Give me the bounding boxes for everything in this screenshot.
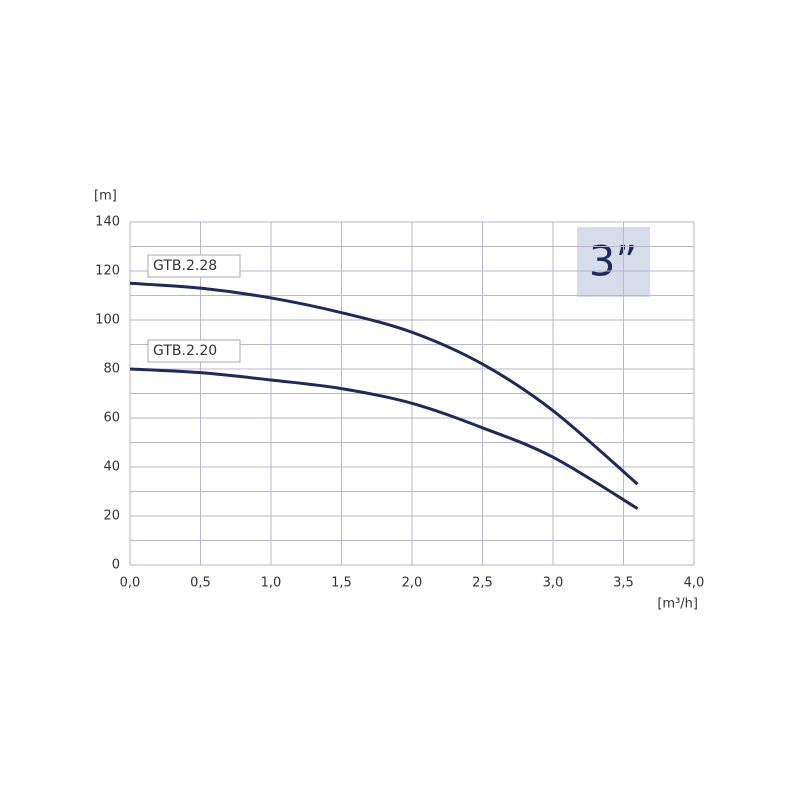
y-tick-label: 120 bbox=[95, 264, 120, 279]
series-label: GTB.2.28 bbox=[153, 258, 217, 274]
annotation-box bbox=[577, 227, 650, 297]
y-tick-label: 40 bbox=[103, 460, 120, 475]
x-tick-label: 3,5 bbox=[613, 576, 634, 591]
y-tick-label: 80 bbox=[103, 362, 120, 377]
x-tick-label: 3,0 bbox=[543, 576, 564, 591]
series-label: GTB.2.20 bbox=[153, 343, 217, 359]
x-tick-label: 0,5 bbox=[190, 576, 211, 591]
series-label-box bbox=[147, 339, 241, 363]
series-line bbox=[129, 281, 639, 486]
series-line bbox=[129, 367, 639, 510]
x-tick-label: 2,0 bbox=[402, 576, 423, 591]
x-tick-label: 4,0 bbox=[684, 576, 705, 591]
y-tick-label: 100 bbox=[95, 313, 120, 328]
y-tick-label: 0 bbox=[112, 558, 120, 573]
series-label-box bbox=[147, 254, 241, 278]
x-tick-label: 0,0 bbox=[120, 576, 141, 591]
y-tick-label: 20 bbox=[103, 509, 120, 524]
x-axis-label: [m³/h] bbox=[657, 597, 698, 612]
x-tick-label: 1,0 bbox=[261, 576, 282, 591]
y-axis-label: [m] bbox=[94, 189, 117, 204]
annotation: 3” bbox=[589, 237, 637, 286]
x-tick-label: 1,5 bbox=[331, 576, 352, 591]
y-tick-label: 140 bbox=[95, 215, 120, 230]
x-tick-label: 2,5 bbox=[472, 576, 493, 591]
y-tick-label: 60 bbox=[103, 411, 120, 426]
